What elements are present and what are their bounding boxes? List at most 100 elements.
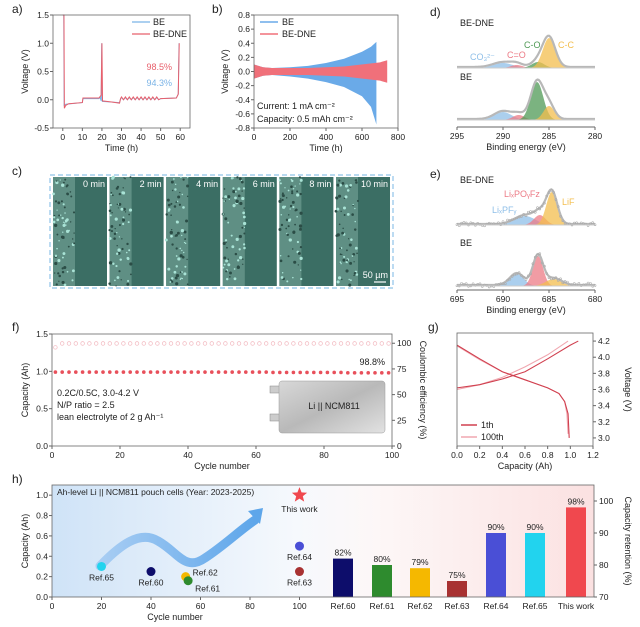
deposit-speck — [279, 182, 282, 185]
raw-data-point — [549, 277, 553, 281]
deposit-speck — [180, 176, 182, 179]
deposit-speck — [227, 195, 231, 199]
deposit-speck — [61, 267, 64, 270]
y-tick-label: 4.2 — [598, 336, 610, 346]
lithium-deposit-region — [109, 177, 132, 286]
x-tick-label: 10 — [78, 132, 88, 142]
capacity-marker — [148, 370, 153, 374]
deposit-speck — [124, 211, 127, 213]
deposit-speck — [186, 283, 189, 286]
deposit-speck — [239, 256, 241, 258]
raw-data-point — [552, 191, 555, 194]
deposit-speck — [232, 187, 235, 190]
capacity-marker — [135, 370, 139, 374]
fit-component-peak — [457, 63, 595, 68]
voltage-envelope-be-dne — [254, 60, 388, 83]
deposit-speck — [175, 265, 178, 268]
deposit-speck — [114, 217, 118, 221]
fit-component-peak — [457, 82, 595, 120]
panel-label: g) — [428, 320, 439, 334]
deposit-speck — [289, 218, 292, 221]
raw-data-point — [563, 280, 567, 283]
sample-label: BE-DNE — [460, 175, 494, 185]
deposit-speck — [241, 226, 244, 229]
deposit-speck — [63, 222, 66, 224]
ce-marker — [386, 341, 391, 346]
deposit-speck — [225, 241, 227, 243]
deposit-speck — [348, 243, 352, 247]
bar-value-label: 79% — [411, 557, 428, 567]
ce-marker — [338, 341, 344, 346]
deposit-speck — [343, 255, 346, 258]
x-tick-label: 100 — [292, 601, 306, 611]
y-tick-label: 70 — [599, 592, 609, 602]
deposit-speck — [56, 233, 59, 236]
deposit-speck — [349, 279, 352, 282]
deposit-speck — [175, 255, 178, 257]
deposit-speck — [341, 253, 343, 256]
legend-label: 1th — [481, 420, 494, 430]
deposit-speck — [69, 191, 72, 193]
deposit-speck — [116, 203, 119, 206]
raw-data-point — [471, 222, 475, 225]
panel-label: d) — [430, 5, 441, 19]
ce-marker — [196, 341, 201, 346]
raw-data-point — [464, 221, 468, 225]
trend-arrow — [95, 515, 260, 571]
deposit-speck — [110, 191, 113, 194]
deposit-speck — [226, 246, 228, 249]
ce-marker — [236, 341, 242, 346]
ce-marker — [148, 341, 153, 346]
deposit-speck — [284, 205, 287, 208]
x-tick-label: 0 — [50, 450, 55, 460]
x-tick-label: 800 — [391, 132, 405, 142]
pouch-body — [278, 380, 386, 434]
deposit-speck — [169, 281, 172, 283]
raw-data-point — [469, 221, 473, 225]
deposit-speck — [294, 185, 296, 187]
deposit-speck — [61, 235, 65, 239]
x-tick-label: 60 — [175, 132, 185, 142]
ce-marker — [121, 341, 126, 346]
deposit-speck — [278, 228, 282, 232]
x-tick-label: 50 — [156, 132, 166, 142]
deposit-speck — [176, 200, 179, 203]
deposit-speck — [344, 195, 348, 199]
deposit-speck — [174, 183, 177, 186]
deposit-speck — [68, 229, 70, 232]
raw-data-point — [572, 221, 576, 225]
sample-label: BE — [460, 72, 472, 82]
deposit-speck — [341, 181, 345, 185]
capacity-marker — [162, 370, 166, 374]
deposit-speck — [243, 207, 245, 209]
deposit-speck — [227, 258, 229, 260]
legend-label: 100th — [481, 432, 504, 442]
component-label: LiₓPOᵧFz — [504, 189, 540, 199]
trend-arrow-head — [248, 508, 263, 524]
frame-time-label: 4 min — [196, 179, 218, 189]
ce-marker — [270, 341, 276, 346]
deposit-speck — [66, 270, 69, 273]
deposit-speck — [56, 180, 58, 182]
deposit-speck — [285, 227, 288, 230]
raw-data-point — [513, 217, 516, 221]
raw-data-point — [538, 207, 542, 211]
x-tick-label: 600 — [355, 132, 369, 142]
deposit-speck — [223, 263, 226, 266]
test-condition-text: lean electrolyte of 2 g Ah⁻¹ — [57, 412, 163, 422]
y-tick-label: -0.8 — [235, 123, 250, 133]
deposit-speck — [298, 224, 303, 228]
capacity-marker — [94, 370, 98, 374]
deposit-speck — [354, 246, 358, 250]
capacity-marker — [189, 370, 194, 374]
capacity-marker — [108, 370, 112, 374]
deposit-speck — [349, 261, 353, 265]
deposit-speck — [342, 227, 344, 230]
deposit-speck — [183, 230, 187, 234]
raw-data-point — [540, 261, 544, 265]
capacity-marker — [312, 370, 316, 375]
deposit-speck — [114, 279, 116, 282]
panel-label: a) — [12, 2, 23, 16]
x-tick-label: 80 — [245, 601, 255, 611]
y-axis-label: Voltage (V) — [20, 49, 30, 94]
